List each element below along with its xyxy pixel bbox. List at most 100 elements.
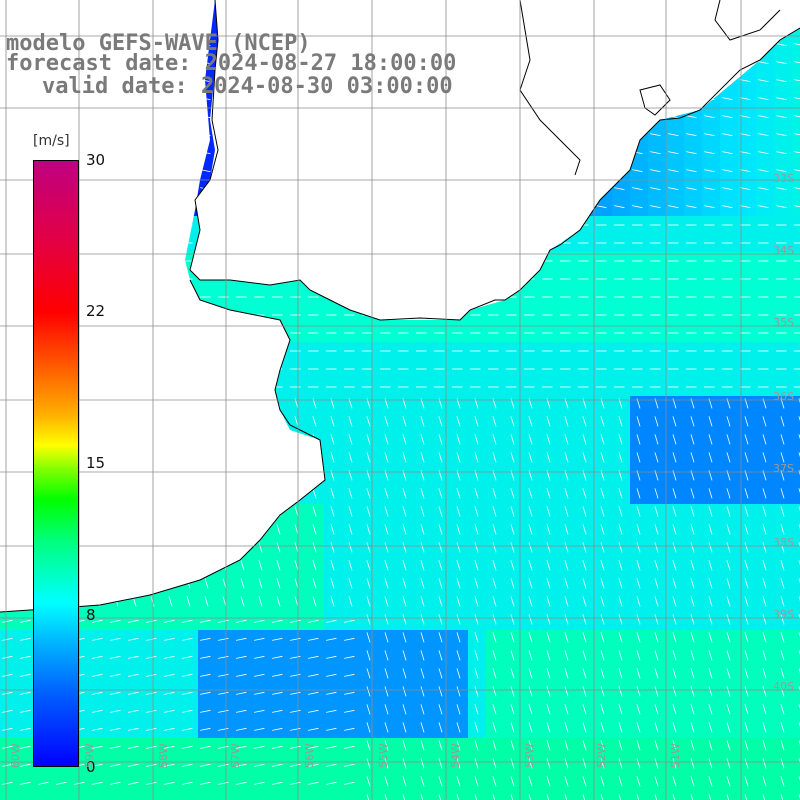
wind-arrow bbox=[600, 650, 605, 661]
wind-arrow bbox=[564, 686, 569, 697]
wind-cell bbox=[792, 504, 800, 522]
wind-arrow bbox=[722, 97, 733, 101]
wind-arrow bbox=[384, 686, 389, 697]
wind-arrow bbox=[636, 668, 641, 679]
wind-arrow bbox=[780, 578, 785, 589]
wind-cell bbox=[216, 792, 234, 800]
wind-arrow bbox=[290, 691, 301, 695]
wind-arrow bbox=[200, 727, 211, 731]
wind-arrow bbox=[744, 542, 749, 553]
wind-arrow bbox=[344, 691, 355, 695]
wind-arrow bbox=[780, 704, 785, 715]
wind-arrow bbox=[780, 452, 785, 463]
wind-arrow bbox=[384, 488, 389, 499]
wind-arrow bbox=[744, 614, 749, 625]
wind-arrow bbox=[420, 596, 425, 607]
wind-cell bbox=[522, 792, 540, 800]
wind-arrow bbox=[272, 709, 283, 713]
wind-arrow bbox=[272, 673, 283, 677]
wind-arrow bbox=[146, 655, 157, 659]
wind-arrow bbox=[384, 614, 389, 625]
wind-arrow bbox=[798, 542, 800, 548]
wind-arrow bbox=[794, 115, 800, 118]
wind-arrow bbox=[474, 704, 479, 715]
wind-arrow bbox=[330, 524, 335, 535]
wind-arrow bbox=[330, 560, 335, 571]
wind-arrow bbox=[600, 740, 605, 751]
wind-arrow bbox=[420, 488, 425, 499]
wind-arrow bbox=[20, 637, 31, 641]
wind-arrow bbox=[726, 686, 731, 697]
wind-arrow bbox=[582, 434, 587, 445]
wind-arrow bbox=[528, 524, 533, 535]
longitude-label: 59W bbox=[83, 743, 96, 768]
wind-arrow bbox=[366, 794, 370, 800]
wind-arrow bbox=[290, 619, 301, 623]
wind-arrow bbox=[510, 416, 515, 427]
wind-arrow bbox=[726, 524, 731, 535]
wind-arrow bbox=[780, 542, 785, 553]
wind-arrow bbox=[636, 434, 641, 445]
wind-arrow bbox=[272, 745, 283, 749]
wind-arrow bbox=[780, 740, 785, 751]
map-title-model: modelo GEFS-WAVE (NCEP) bbox=[6, 31, 311, 56]
wind-arrow bbox=[600, 704, 605, 715]
wind-arrow bbox=[776, 61, 787, 65]
wind-arrow bbox=[492, 704, 497, 715]
wind-arrow bbox=[600, 596, 605, 607]
wind-arrow bbox=[20, 763, 31, 767]
wind-arrow bbox=[582, 758, 587, 769]
wind-arrow bbox=[438, 794, 442, 800]
wind-arrow bbox=[564, 794, 568, 800]
wind-arrow bbox=[582, 416, 587, 427]
wind-cell bbox=[306, 792, 324, 800]
wind-arrow bbox=[726, 704, 731, 715]
wind-arrow bbox=[708, 506, 713, 517]
wind-arrow bbox=[164, 673, 175, 677]
wind-arrow bbox=[744, 686, 749, 697]
wind-arrow bbox=[708, 578, 713, 589]
wind-arrow bbox=[708, 560, 713, 571]
wind-arrow bbox=[690, 614, 695, 625]
wind-arrow bbox=[794, 61, 800, 64]
wind-cell bbox=[792, 522, 800, 540]
wind-arrow bbox=[312, 542, 317, 553]
wind-arrow bbox=[492, 758, 497, 769]
wind-arrow bbox=[128, 655, 139, 659]
wind-arrow bbox=[402, 650, 407, 661]
wind-arrow bbox=[146, 691, 157, 695]
wind-arrow bbox=[762, 794, 766, 800]
wind-cell bbox=[792, 54, 800, 72]
wind-arrow bbox=[794, 43, 800, 46]
wind-arrow bbox=[182, 673, 193, 677]
wind-arrow bbox=[164, 745, 175, 749]
wind-arrow bbox=[776, 133, 787, 137]
wind-arrow bbox=[204, 578, 209, 589]
wind-arrow bbox=[690, 632, 695, 643]
wind-arrow bbox=[762, 614, 767, 625]
wind-arrow bbox=[474, 668, 479, 679]
wind-arrow bbox=[690, 740, 695, 751]
wind-arrow bbox=[20, 745, 31, 749]
wind-arrow bbox=[672, 722, 677, 733]
wind-arrow bbox=[258, 578, 263, 589]
wind-arrow bbox=[618, 596, 623, 607]
wind-arrow bbox=[690, 776, 695, 787]
wind-arrow bbox=[236, 727, 247, 731]
longitude-label: 51W bbox=[669, 743, 682, 768]
wind-arrow bbox=[276, 542, 281, 553]
longitude-label: 54W bbox=[449, 743, 462, 768]
wind-arrow bbox=[726, 452, 731, 463]
wind-arrow bbox=[528, 632, 533, 643]
wind-arrow bbox=[798, 668, 800, 674]
wind-arrow bbox=[798, 722, 800, 728]
wind-arrow bbox=[758, 97, 769, 101]
wind-arrow bbox=[650, 169, 661, 173]
wind-arrow bbox=[654, 794, 658, 800]
wind-arrow bbox=[164, 619, 175, 623]
wind-arrow bbox=[762, 740, 767, 751]
wind-arrow bbox=[546, 434, 551, 445]
wind-cell bbox=[378, 792, 396, 800]
wind-cell bbox=[0, 792, 18, 800]
wind-arrow bbox=[510, 686, 515, 697]
